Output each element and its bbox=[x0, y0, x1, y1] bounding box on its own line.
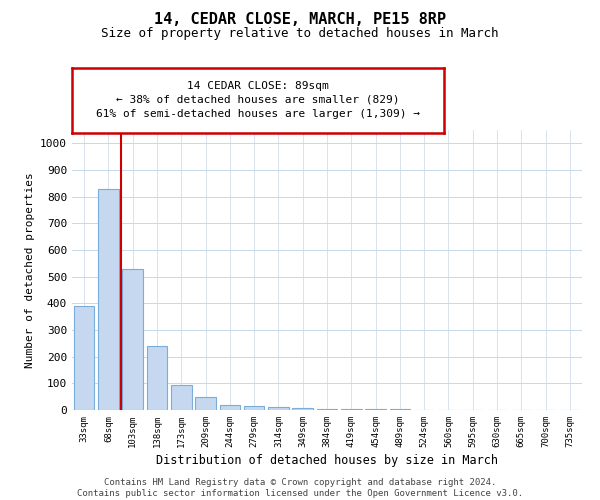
Bar bbox=[98, 188, 119, 410]
Bar bbox=[244, 406, 265, 410]
Bar bbox=[220, 404, 240, 410]
Bar bbox=[317, 408, 337, 410]
Bar bbox=[146, 346, 167, 410]
Text: Contains HM Land Registry data © Crown copyright and database right 2024.
Contai: Contains HM Land Registry data © Crown c… bbox=[77, 478, 523, 498]
Text: Size of property relative to detached houses in March: Size of property relative to detached ho… bbox=[101, 28, 499, 40]
Y-axis label: Number of detached properties: Number of detached properties bbox=[25, 172, 35, 368]
Bar bbox=[268, 408, 289, 410]
Bar bbox=[122, 268, 143, 410]
Text: 14 CEDAR CLOSE: 89sqm
← 38% of detached houses are smaller (829)
61% of semi-det: 14 CEDAR CLOSE: 89sqm ← 38% of detached … bbox=[96, 81, 420, 119]
Bar bbox=[171, 384, 191, 410]
Text: 14, CEDAR CLOSE, MARCH, PE15 8RP: 14, CEDAR CLOSE, MARCH, PE15 8RP bbox=[154, 12, 446, 28]
Bar bbox=[74, 306, 94, 410]
Bar bbox=[341, 409, 362, 410]
Bar bbox=[195, 396, 216, 410]
X-axis label: Distribution of detached houses by size in March: Distribution of detached houses by size … bbox=[156, 454, 498, 467]
Bar bbox=[292, 408, 313, 410]
